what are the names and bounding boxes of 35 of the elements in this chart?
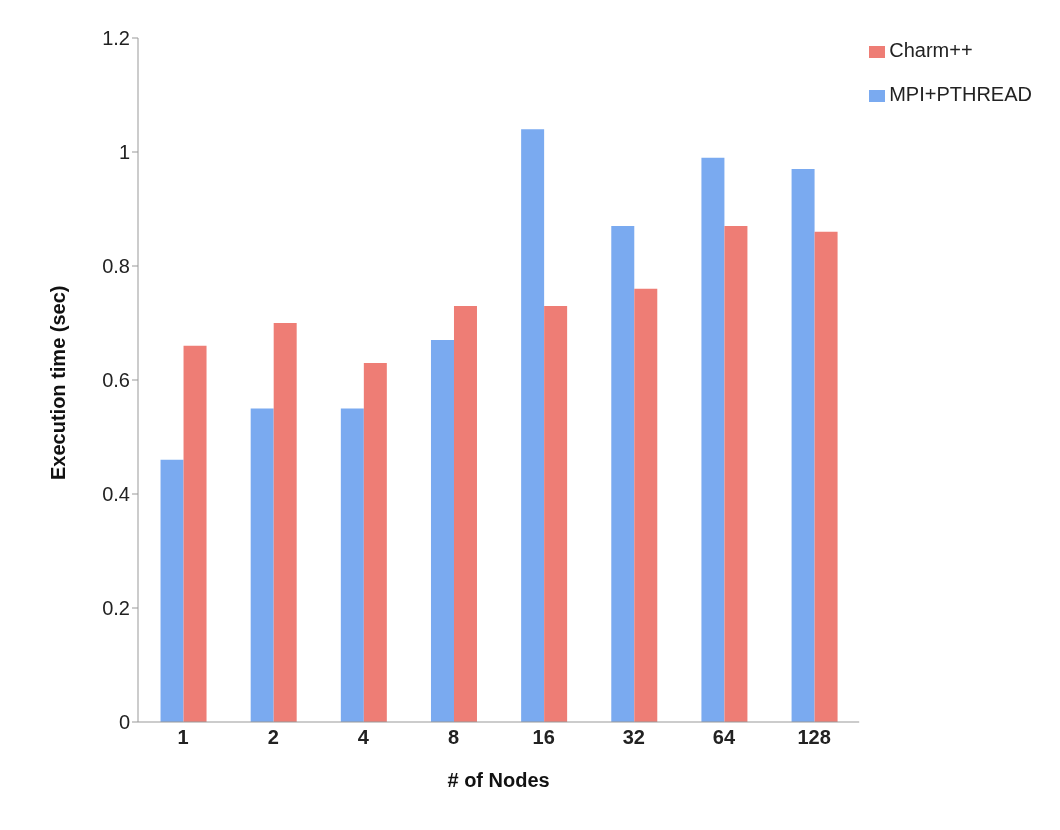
bar (724, 226, 748, 722)
y-tick-label: 0.6 (102, 369, 130, 392)
x-tick-label: 8 (447, 726, 460, 749)
bar (814, 231, 838, 722)
x-tick-label: 2 (267, 726, 279, 749)
y-tick-label: 0.8 (102, 255, 130, 278)
bar (701, 157, 725, 722)
bar (791, 169, 815, 722)
bar (340, 408, 364, 722)
bar (634, 288, 658, 722)
bar (160, 459, 184, 722)
y-tick-label: 1.2 (102, 27, 130, 50)
x-tick-label: 1 (177, 726, 189, 749)
bar (453, 305, 477, 722)
y-tick-label: 0 (118, 711, 130, 734)
x-axis-title: # of Nodes (447, 769, 550, 791)
legend-label: Charm++ (889, 39, 973, 61)
bar (273, 323, 297, 722)
y-tick-label: 0.4 (102, 483, 130, 506)
y-tick-label: 1 (118, 141, 130, 164)
x-tick-label: 4 (357, 726, 370, 749)
x-tick-label: 64 (712, 726, 736, 749)
x-tick-label: 16 (532, 726, 555, 749)
bar (544, 305, 568, 722)
x-tick-label: 32 (622, 726, 645, 749)
y-axis-title: Execution time (sec) (47, 285, 70, 480)
x-tick-label: 128 (797, 726, 831, 749)
bar (363, 362, 387, 722)
bar (183, 345, 207, 722)
y-tick-label: 0.2 (102, 597, 130, 620)
bar (521, 129, 545, 722)
legend-label: MPI+PTHREAD (889, 83, 1032, 105)
bar (250, 408, 274, 722)
bar (430, 340, 454, 722)
bar (611, 226, 635, 722)
